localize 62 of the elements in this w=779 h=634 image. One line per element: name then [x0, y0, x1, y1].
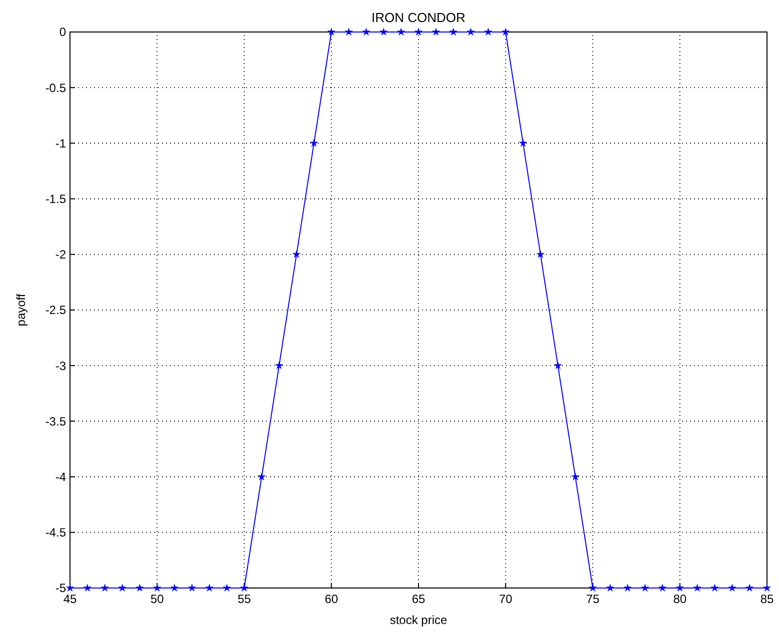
- point: [292, 250, 301, 258]
- point: [310, 138, 318, 147]
- point: [344, 28, 354, 36]
- point: [536, 250, 545, 258]
- x-tick-label: 80: [673, 592, 687, 606]
- point: [83, 584, 92, 592]
- point: [222, 584, 232, 592]
- point: [379, 28, 388, 36]
- point: [658, 584, 667, 592]
- point: [362, 28, 371, 36]
- point: [205, 584, 214, 592]
- point: [118, 584, 127, 592]
- y-tick-label: -1: [55, 136, 66, 150]
- point: [257, 472, 266, 480]
- point: [396, 28, 406, 36]
- point: [66, 584, 74, 592]
- point: [728, 584, 736, 592]
- point: [623, 584, 632, 592]
- point: [449, 28, 458, 36]
- x-axis-title: stock price: [390, 613, 448, 627]
- x-tick-label: 55: [238, 592, 252, 606]
- y-tick-label: -4.5: [45, 526, 66, 540]
- x-tick-label: 65: [412, 592, 426, 606]
- point: [745, 584, 754, 592]
- y-axis-title: payoff: [14, 293, 28, 326]
- x-tick-label: 70: [498, 592, 513, 606]
- y-tick-label: -4: [55, 470, 66, 484]
- point: [693, 584, 702, 592]
- y-tick-label: -1.5: [45, 192, 66, 206]
- y-tick-label: 0: [59, 25, 66, 40]
- point: [188, 584, 196, 592]
- point: [676, 584, 684, 592]
- point: [554, 361, 562, 370]
- y-tick-label: -3: [55, 358, 66, 373]
- point: [762, 584, 772, 592]
- point: [571, 472, 580, 480]
- point: [518, 138, 528, 147]
- y-tick-label: -2.5: [45, 303, 66, 318]
- point: [100, 584, 110, 592]
- point: [240, 584, 249, 592]
- y-tick-label: -2: [55, 248, 66, 262]
- x-tick-label: 50: [150, 592, 164, 606]
- point: [710, 584, 720, 592]
- chart-title: IRON CONDOR: [372, 10, 466, 25]
- point: [414, 28, 423, 36]
- point: [135, 584, 144, 592]
- point: [606, 584, 614, 592]
- x-tick-label: 75: [586, 592, 600, 606]
- point: [484, 28, 492, 36]
- point: [432, 28, 440, 36]
- point: [466, 28, 476, 36]
- x-tick-label: 60: [324, 592, 338, 606]
- y-tick-label: -3.5: [45, 414, 66, 428]
- point: [170, 584, 179, 592]
- point: [640, 584, 650, 592]
- x-tick-label: 85: [760, 592, 774, 606]
- point: [152, 584, 162, 592]
- point: [501, 28, 510, 36]
- point: [588, 584, 598, 592]
- point: [327, 28, 336, 36]
- point: [274, 361, 284, 370]
- y-tick-label: -0.5: [45, 80, 66, 95]
